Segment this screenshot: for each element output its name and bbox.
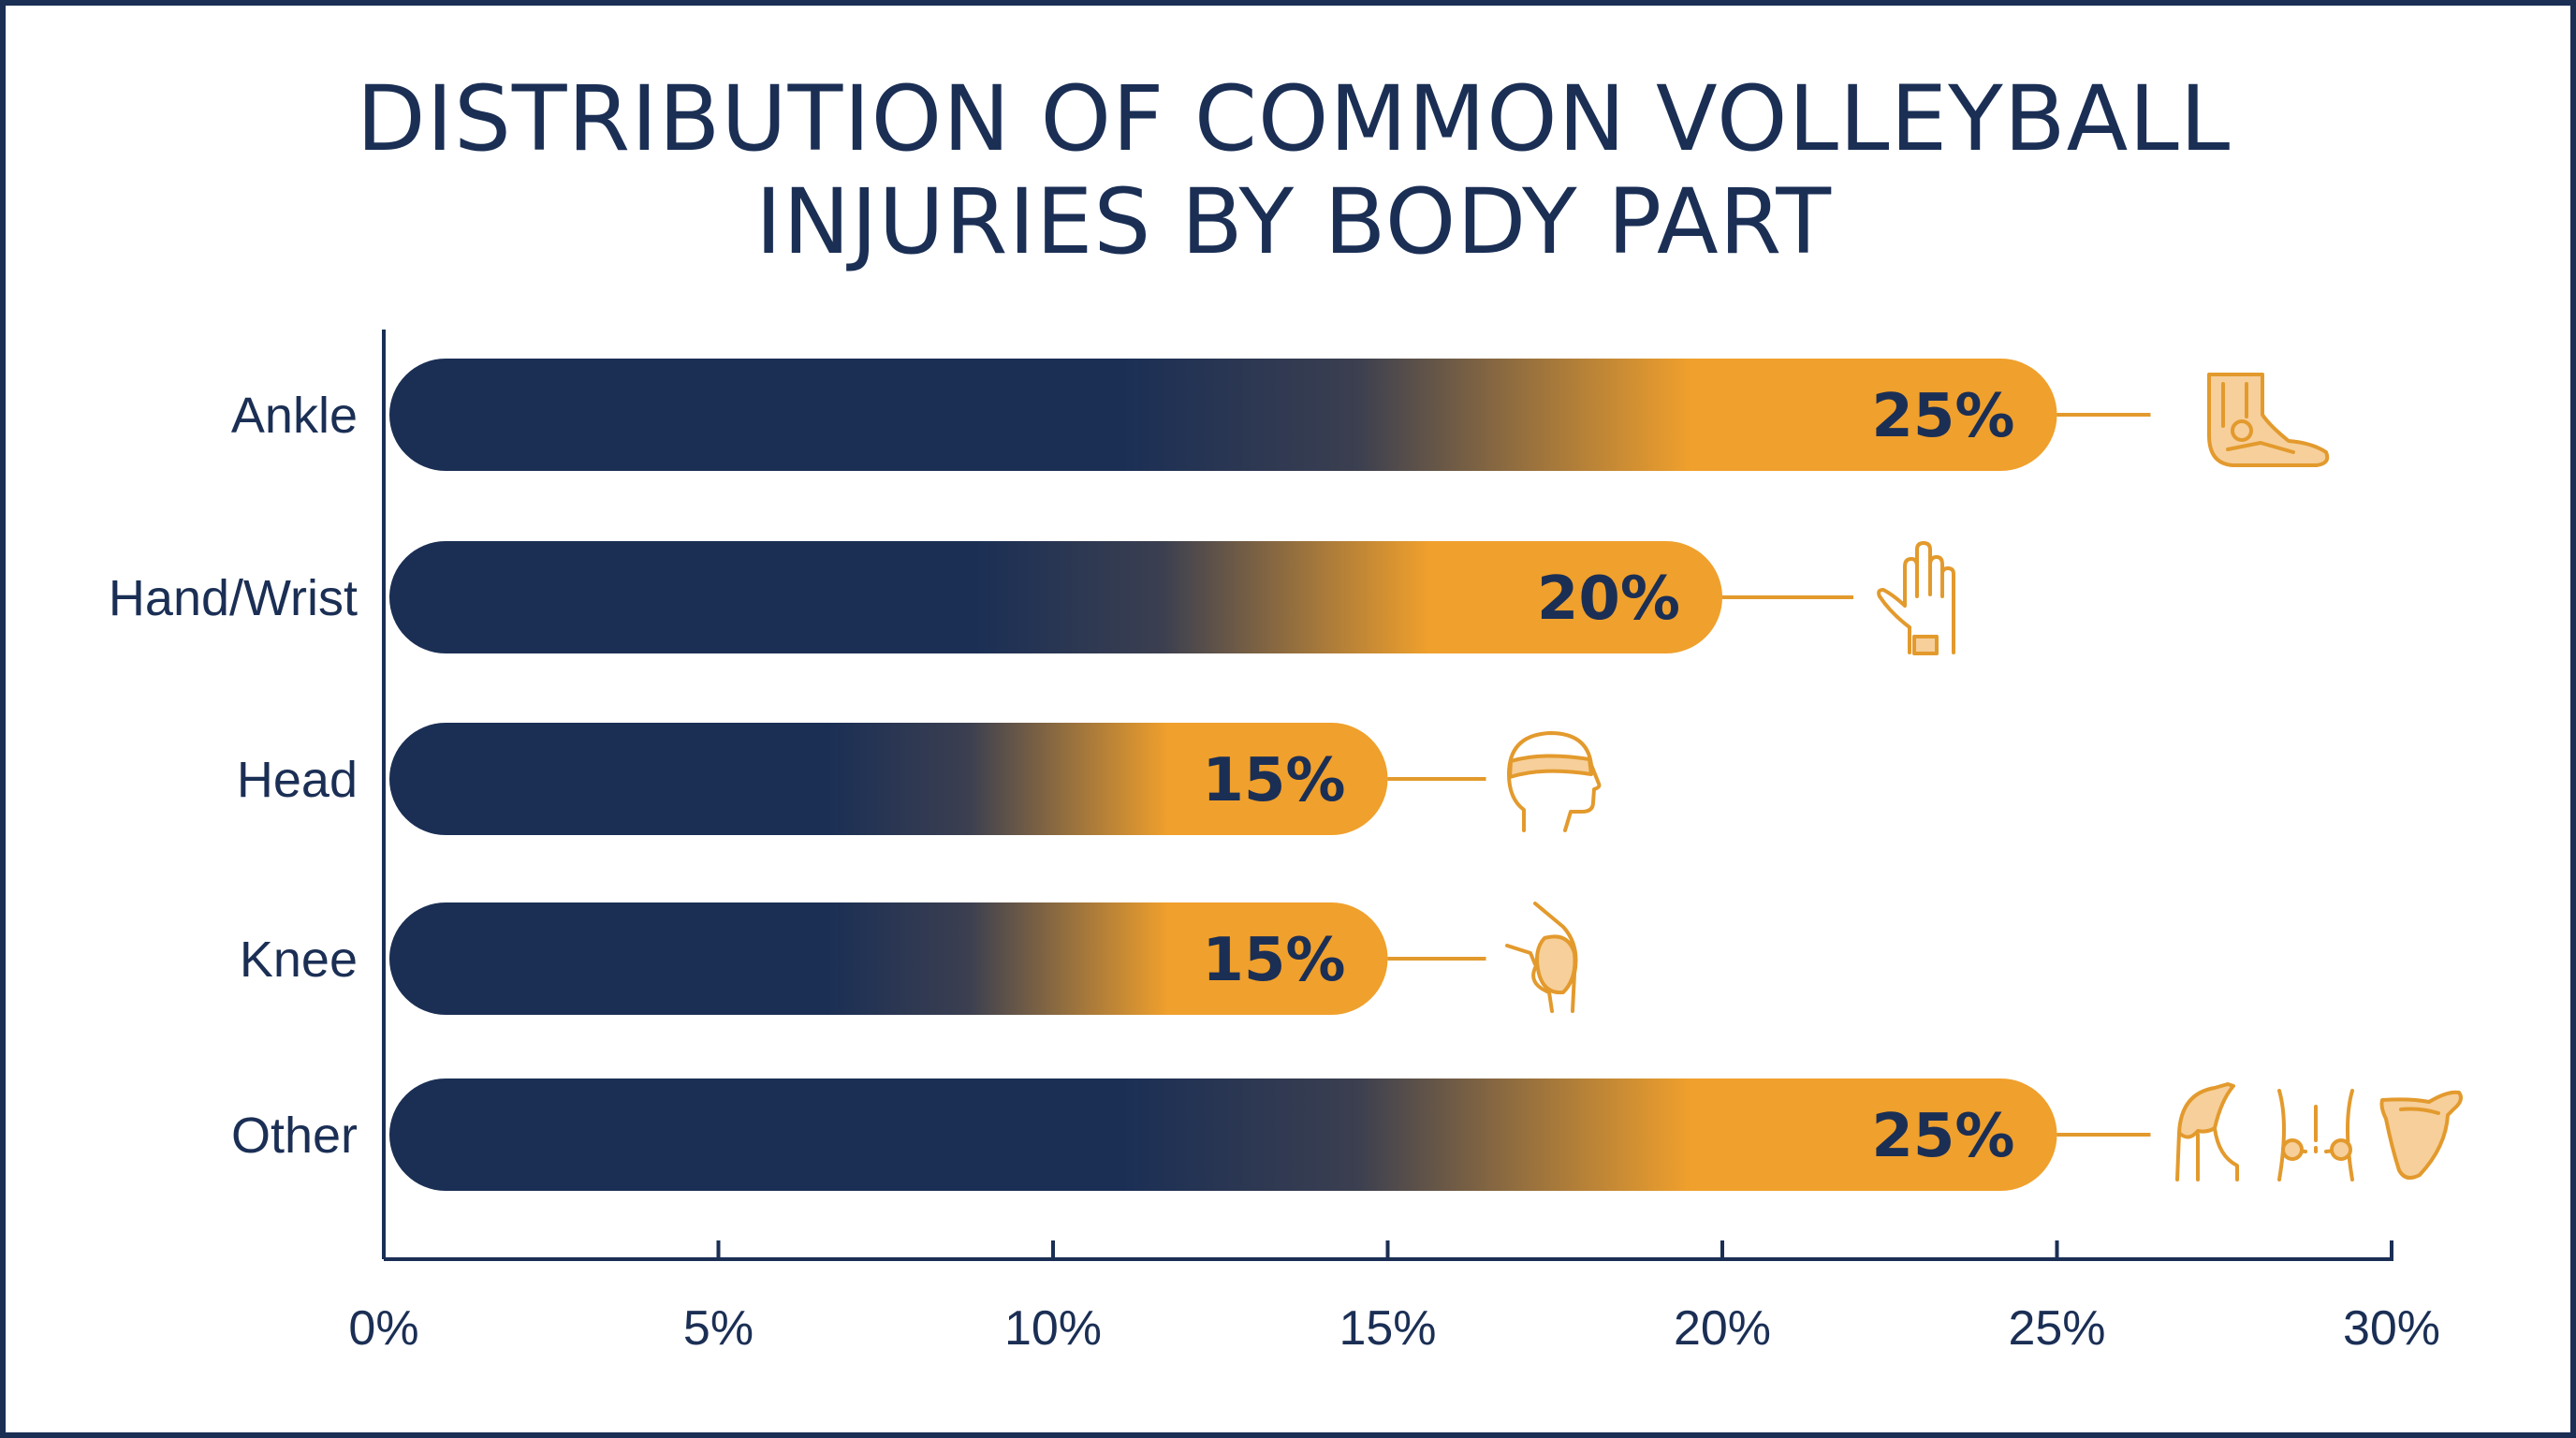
knee-icon <box>1505 902 1578 1013</box>
category-label: Knee <box>240 932 358 988</box>
data-label: 15% <box>1202 746 1345 815</box>
bars-layer: Ankle 25% Hand/Wrist 20% Head 15% Knee 15% Other… <box>109 359 2151 1191</box>
chart-title: DISTRIBUTION OF COMMON VOLLEYBALL INJURI… <box>6 67 2576 273</box>
bar-head <box>389 723 1388 835</box>
chart-title-line-1: DISTRIBUTION OF COMMON VOLLEYBALL <box>356 66 2232 171</box>
back-icon <box>2277 1089 2354 1181</box>
bar-hand-wrist <box>389 541 1722 653</box>
category-label: Other <box>231 1108 358 1164</box>
ankle-icon <box>2207 373 2330 467</box>
category-label: Ankle <box>231 388 358 444</box>
category-label: Hand/Wrist <box>109 570 358 626</box>
x-tick-label: 20% <box>1674 1301 1771 1356</box>
shoulder-icon <box>2175 1082 2239 1181</box>
x-tick-label: 15% <box>1339 1301 1436 1356</box>
x-tick-label: 5% <box>683 1301 754 1356</box>
head-icon <box>1507 731 1602 832</box>
shoulder-blade-icon <box>2379 1090 2463 1181</box>
data-label: 20% <box>1537 565 1680 634</box>
bar-knee <box>389 902 1388 1015</box>
x-tick-label: 10% <box>1004 1301 1102 1356</box>
data-label: 25% <box>1871 382 2014 451</box>
hand-wrist-icon <box>1877 541 1955 655</box>
x-tick-label: 30% <box>2343 1301 2440 1356</box>
bar-other <box>389 1078 2057 1191</box>
category-label: Head <box>237 752 358 808</box>
axis-layer: 0% 5% 10% 15% 20% 25% 30% <box>348 330 2440 1356</box>
data-label: 25% <box>1871 1102 2014 1171</box>
chart-title-line-2: INJURIES BY BODY PART <box>755 169 1832 274</box>
x-tick-label: 25% <box>2008 1301 2105 1356</box>
icons-layer <box>1505 373 2463 1181</box>
data-label: 15% <box>1202 926 1345 995</box>
x-tick-label: 0% <box>348 1301 418 1356</box>
bar-ankle <box>389 359 2057 471</box>
